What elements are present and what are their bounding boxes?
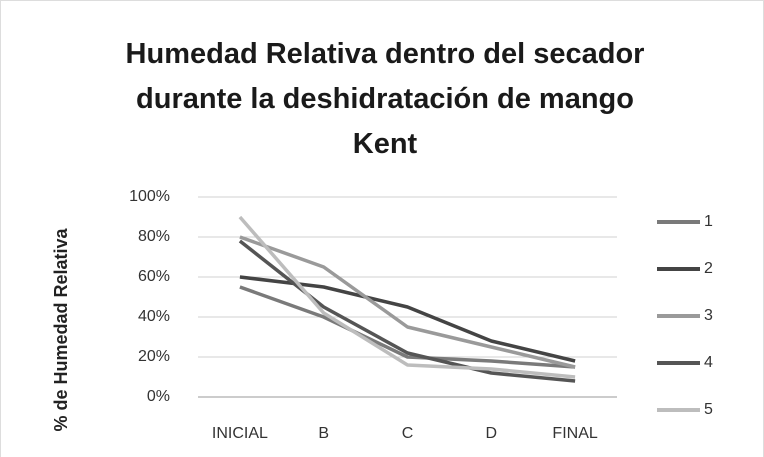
series-line — [239, 235, 576, 369]
x-tick-label: B — [318, 425, 329, 442]
series-line — [238, 239, 576, 383]
y-tick-label: 20% — [138, 348, 170, 365]
y-tick-label: 100% — [129, 188, 170, 205]
legend-label: 1 — [704, 213, 713, 230]
series-line — [239, 285, 576, 369]
legend-label: 5 — [704, 401, 713, 418]
series-line — [239, 275, 576, 363]
x-tick-label: FINAL — [552, 425, 597, 442]
legend-label: 4 — [704, 354, 713, 371]
y-tick-label: 60% — [138, 268, 170, 285]
y-tick-label: 80% — [138, 228, 170, 245]
x-tick-label: INICIAL — [212, 425, 268, 442]
x-tick-label: D — [486, 425, 498, 442]
legend-label: 3 — [704, 307, 713, 324]
series-line — [238, 215, 576, 379]
y-tick-label: 40% — [138, 308, 170, 325]
chart-title: Humedad Relativa dentro del secador dura… — [125, 38, 645, 160]
x-tick-label: C — [402, 425, 414, 442]
y-axis-label: % de Humedad Relativa — [51, 227, 71, 431]
legend-label: 2 — [704, 260, 713, 277]
y-tick-label: 0% — [147, 388, 170, 405]
